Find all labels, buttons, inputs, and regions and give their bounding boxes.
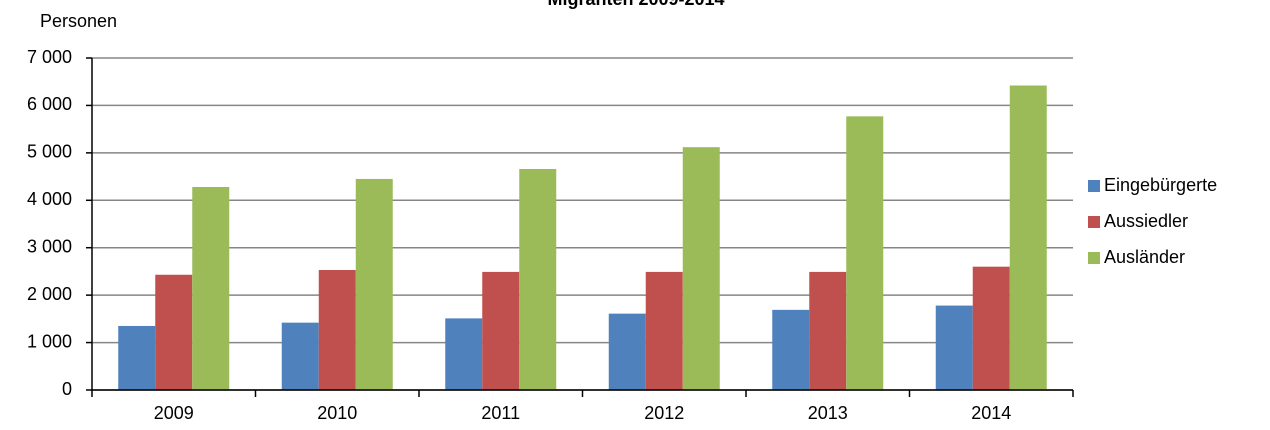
bar bbox=[445, 318, 483, 390]
x-tick-label: 2014 bbox=[971, 403, 1011, 423]
chart-title: Migranten 2009-2014 bbox=[547, 0, 724, 9]
bar bbox=[645, 271, 683, 390]
y-tick-label: 6 000 bbox=[27, 94, 72, 114]
x-tick-label: 2013 bbox=[808, 403, 848, 423]
x-tick-label: 2011 bbox=[481, 403, 520, 423]
x-tick-label: 2012 bbox=[644, 403, 684, 423]
bar bbox=[355, 178, 393, 390]
x-tick-label: 2010 bbox=[317, 403, 357, 423]
legend-swatch bbox=[1088, 216, 1100, 228]
y-tick-label: 4 000 bbox=[27, 189, 72, 209]
bar bbox=[846, 116, 884, 390]
legend-label: Aussiedler bbox=[1104, 211, 1188, 231]
bar bbox=[155, 274, 193, 390]
bar bbox=[519, 168, 557, 390]
bar bbox=[682, 147, 720, 390]
x-tick-label: 2009 bbox=[154, 403, 194, 423]
bar bbox=[972, 266, 1010, 390]
y-tick-label: 3 000 bbox=[27, 236, 72, 256]
y-tick-label: 7 000 bbox=[27, 47, 72, 67]
bar bbox=[772, 309, 810, 390]
bar bbox=[192, 187, 230, 390]
bar bbox=[935, 305, 973, 390]
bar bbox=[809, 271, 847, 390]
y-axis-label: Personen bbox=[40, 11, 117, 31]
y-tick-label: 0 bbox=[62, 379, 72, 399]
bar bbox=[318, 270, 356, 390]
bar bbox=[608, 313, 646, 390]
y-tick-label: 5 000 bbox=[27, 142, 72, 162]
legend-swatch bbox=[1088, 252, 1100, 264]
bar bbox=[1009, 85, 1047, 390]
y-tick-label: 1 000 bbox=[27, 331, 72, 351]
bar bbox=[118, 325, 156, 390]
bar bbox=[281, 322, 319, 390]
bar bbox=[482, 271, 520, 390]
legend-label: Ausländer bbox=[1104, 247, 1185, 267]
y-tick-label: 2 000 bbox=[27, 284, 72, 304]
legend-label: Eingebürgerte bbox=[1104, 175, 1217, 195]
legend-swatch bbox=[1088, 180, 1100, 192]
